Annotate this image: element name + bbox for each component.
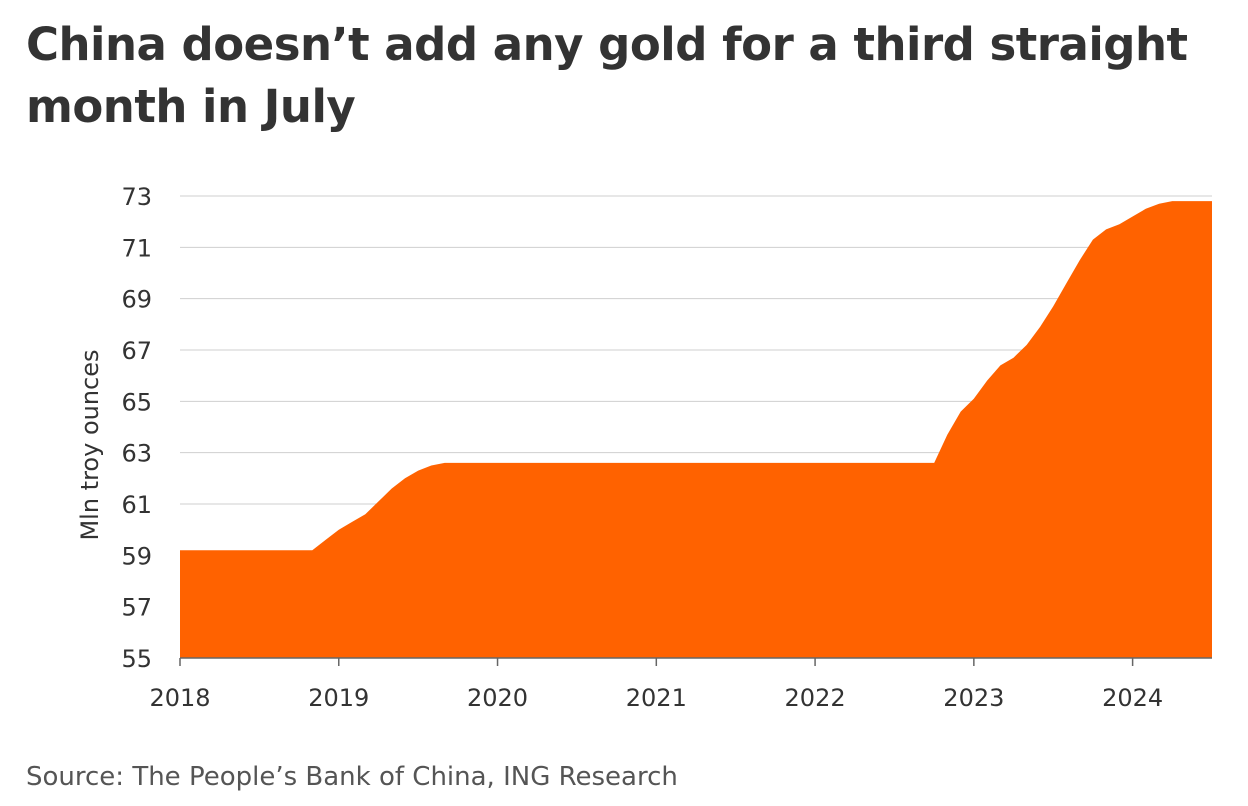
x-tick-label: 2023 [943, 684, 1004, 712]
x-tick-label: 2024 [1102, 684, 1163, 712]
x-tick-label: 2019 [308, 684, 369, 712]
y-tick-label: 55 [121, 645, 152, 673]
y-tick-label: 65 [121, 388, 152, 416]
x-tick-label: 2022 [785, 684, 846, 712]
y-tick-label: 63 [121, 440, 152, 468]
chart-title: China doesn’t add any gold for a third s… [26, 18, 1188, 133]
y-tick-label: 71 [121, 234, 152, 262]
y-tick-label: 61 [121, 491, 152, 519]
source-note: Source: The People’s Bank of China, ING … [26, 762, 678, 792]
x-tick-label: 2020 [467, 684, 528, 712]
y-tick-label: 67 [121, 337, 152, 365]
area-series [180, 201, 1212, 658]
chart-svg: 55 57 59 61 63 65 67 69 71 73 2018 2019 2020 2021 2022… [76, 183, 1212, 712]
x-tick-label: 2018 [149, 684, 210, 712]
y-tick-label: 59 [121, 542, 152, 570]
y-tick-label: 69 [121, 286, 152, 314]
y-tick-label: 57 [121, 594, 152, 622]
x-tick-label: 2021 [626, 684, 687, 712]
y-axis-title: Mln troy ounces [76, 349, 104, 540]
y-tick-label: 73 [121, 183, 152, 211]
